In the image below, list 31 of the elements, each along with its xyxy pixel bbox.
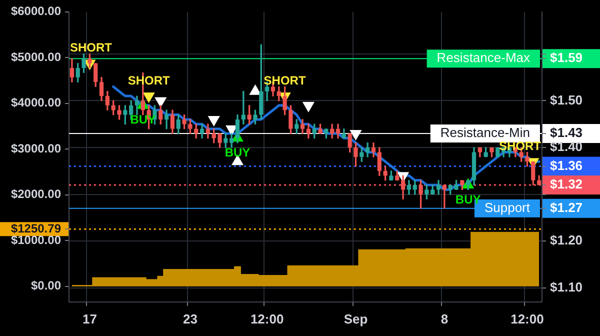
y-tick-label: $1.40	[550, 139, 583, 154]
y2-tick-label: $0.00	[30, 278, 62, 293]
y-tick-label: $1.27	[550, 200, 583, 215]
x-tick-label: 12:00	[250, 311, 284, 326]
y-tick-label: $1.10	[550, 280, 583, 295]
y-tick-label: $1.32	[550, 176, 583, 192]
y-tick-label: $1.43	[550, 125, 583, 140]
y-tick-label: $1.50	[550, 92, 583, 108]
ref-line-label: Resistance-Max	[436, 50, 530, 66]
text: SHORT	[70, 40, 112, 55]
text: SHORT	[264, 73, 306, 88]
y-tick-label: $1.20	[550, 232, 583, 248]
x-tick-label: 23	[182, 311, 198, 326]
y2-tick-label: $2000.00	[10, 187, 62, 202]
ref-line-label: Support	[484, 200, 530, 215]
y2-tick-label: $1250.79	[10, 221, 62, 236]
y-tick-label: $1.59	[550, 50, 583, 66]
y2-tick-label: $3000.00	[10, 141, 62, 156]
y-tick-label: $1.36	[550, 158, 583, 173]
x-tick-label: 17	[82, 311, 97, 326]
x-tick-label: Sep	[344, 311, 368, 326]
text: BUY	[224, 145, 250, 160]
series-label: BUY	[455, 192, 481, 206]
y2-tick-label: $1000.00	[10, 232, 62, 247]
series-label: SHORT	[499, 138, 542, 153]
y2-tick-label: $4000.00	[10, 96, 62, 110]
x-tick-label: 12:00	[510, 311, 544, 326]
y2-tick-label: $6000.00	[10, 4, 62, 18]
x-tick-label: 8	[440, 311, 448, 326]
y2-tick-label: $5000.00	[10, 50, 62, 64]
ref-line-label: Resistance-Min	[440, 125, 530, 140]
